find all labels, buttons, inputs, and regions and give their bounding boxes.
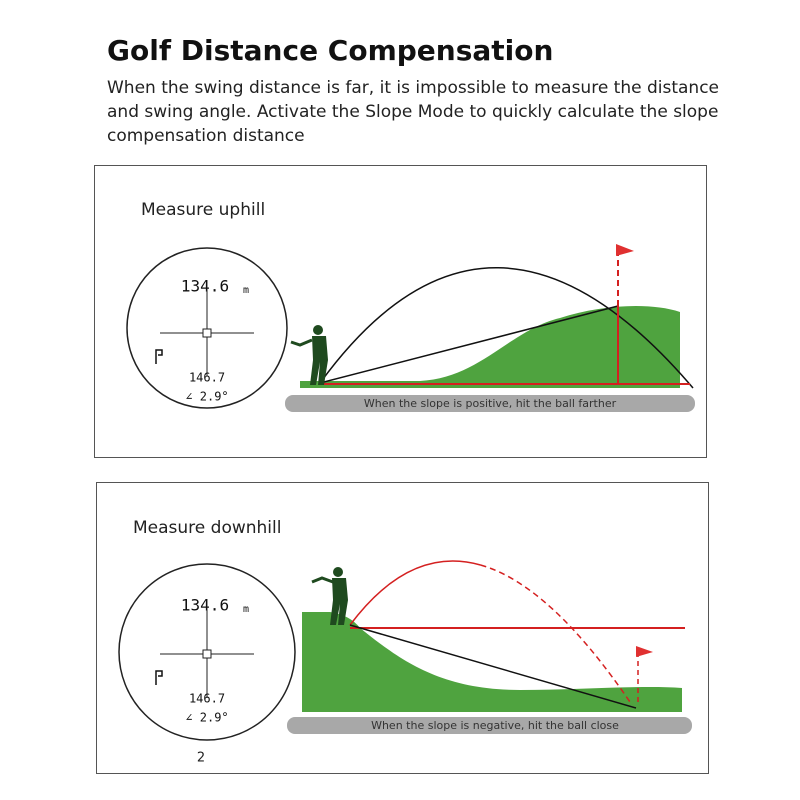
unit: m [243,285,249,296]
crosshair-center [202,649,212,659]
caption: When the slope is positive, hit the ball… [364,397,617,410]
caption-bar [285,395,695,412]
sight-line [349,624,637,709]
crosshair-center [202,328,212,338]
horizontal-distance: 146.7 [189,371,225,385]
angle: ∠ 2.9° [185,711,228,725]
viewfinder [118,563,296,741]
golfer [290,325,328,385]
description-line: When the swing distance is far, it is im… [107,78,719,98]
panel-frame [96,482,709,774]
flag-icon [155,670,163,685]
hill [302,612,682,712]
distance: 134.6 [181,596,229,615]
trajectory [480,564,633,706]
hill [300,306,680,388]
unit: m [243,604,249,615]
angle: ∠ 2.9° [185,390,228,404]
flag [636,646,653,657]
downhill-panel: Measure downhill 134.6 m 146.7 ∠ 2.9° 2 … [96,482,709,774]
caption: When the slope is negative, hit the ball… [371,719,619,732]
horizontal-distance: 146.7 [189,692,225,706]
panel-frame [94,165,707,458]
distance: 134.6 [181,277,229,296]
flag [616,244,634,256]
description-line: compensation distance [107,126,305,146]
golfer [311,567,348,625]
viewfinder [126,247,288,409]
description-line: and swing angle. Activate the Slope Mode… [107,102,718,122]
trajectory [349,560,481,626]
panel-title: Measure uphill [141,200,265,220]
caption-bar [287,717,692,734]
uphill-panel: Measure uphill 134.6 m 146.7 ∠ 2.9° When… [94,165,707,458]
flag-icon [155,349,163,364]
title: Golf Distance Compensation [107,34,553,67]
trajectory [319,267,694,389]
sight-line [319,305,619,384]
footnote: 2 [197,751,205,766]
panel-title: Measure downhill [133,518,281,538]
